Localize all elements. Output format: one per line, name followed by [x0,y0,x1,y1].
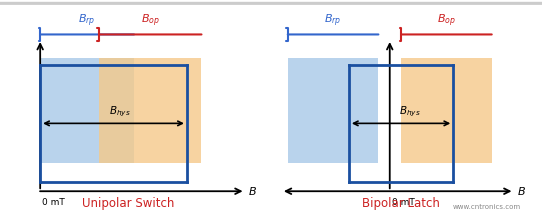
Text: www.cntronics.com: www.cntronics.com [453,204,521,210]
Text: $B_{op}$: $B_{op}$ [141,12,160,29]
Text: $B$: $B$ [517,185,526,197]
Bar [99,58,202,163]
Text: $B_{rp}$: $B_{rp}$ [324,12,342,29]
Text: Unipolar Switch: Unipolar Switch [82,197,175,210]
Bar [40,58,134,163]
Text: $B_{hys}$: $B_{hys}$ [108,104,130,119]
Text: $B_{op}$: $B_{op}$ [437,12,456,29]
Text: 0 mT: 0 mT [392,198,415,207]
Text: $B_{rp}$: $B_{rp}$ [79,12,96,29]
Text: $B_{hys}$: $B_{hys}$ [399,104,421,119]
Bar [288,58,378,163]
Text: Bipolar Latch: Bipolar Latch [362,197,440,210]
Text: 0 mT: 0 mT [42,198,64,207]
Text: $B$: $B$ [248,185,257,197]
Bar [401,58,492,163]
